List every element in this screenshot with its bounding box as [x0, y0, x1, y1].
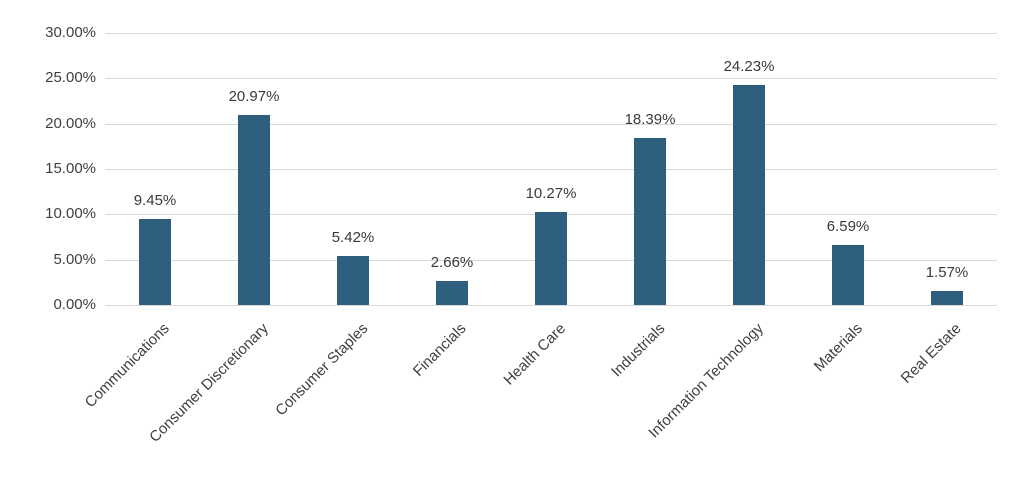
- y-axis-tick-label: 5.00%: [53, 251, 96, 268]
- x-axis-category-label-real-estate: Real Estate: [898, 320, 966, 387]
- bar-value-label-real-estate: 1.57%: [925, 264, 969, 281]
- bar-consumer-discretionary: [238, 115, 270, 305]
- bar-value-label-health-care: 10.27%: [525, 185, 577, 202]
- gridline: [105, 33, 997, 34]
- x-axis-category-label-consumer-staples: Consumer Staples: [271, 320, 372, 420]
- bar-real-estate: [931, 291, 963, 305]
- bar-communications: [139, 219, 171, 305]
- y-axis-tick-label: 25.00%: [45, 69, 96, 86]
- gridline: [105, 78, 997, 79]
- gridline: [105, 124, 997, 125]
- bar-value-label-consumer-staples: 5.42%: [331, 229, 375, 246]
- gridline: [105, 169, 997, 170]
- x-axis-category-label-financials: Financials: [410, 320, 471, 380]
- bar-materials: [832, 245, 864, 305]
- bar-financials: [436, 281, 468, 305]
- y-axis-tick-label: 10.00%: [45, 205, 96, 222]
- bar-consumer-staples: [337, 256, 369, 305]
- x-axis-category-label-information-technology: Information Technology: [645, 320, 768, 442]
- bar-value-label-consumer-discretionary: 20.97%: [228, 88, 280, 105]
- x-axis-category-label-materials: Materials: [810, 320, 867, 376]
- x-axis-category-label-industrials: Industrials: [607, 320, 669, 381]
- gridline: [105, 305, 997, 306]
- bar-information-technology: [733, 85, 765, 305]
- bar-value-label-industrials: 18.39%: [624, 111, 676, 128]
- y-axis-tick-label: 15.00%: [45, 160, 96, 177]
- bar-industrials: [634, 138, 666, 305]
- bar-value-label-communications: 9.45%: [133, 192, 177, 209]
- bar-value-label-financials: 2.66%: [430, 254, 474, 271]
- y-axis-tick-label: 20.00%: [45, 115, 96, 132]
- y-axis-tick-label: 0.00%: [53, 296, 96, 313]
- bar-value-label-information-technology: 24.23%: [723, 58, 775, 75]
- x-axis-category-label-communications: Communications: [82, 320, 174, 412]
- bar-value-label-materials: 6.59%: [826, 218, 870, 235]
- x-axis-category-label-health-care: Health Care: [500, 320, 570, 389]
- bar-health-care: [535, 212, 567, 305]
- y-axis-tick-label: 30.00%: [45, 24, 96, 41]
